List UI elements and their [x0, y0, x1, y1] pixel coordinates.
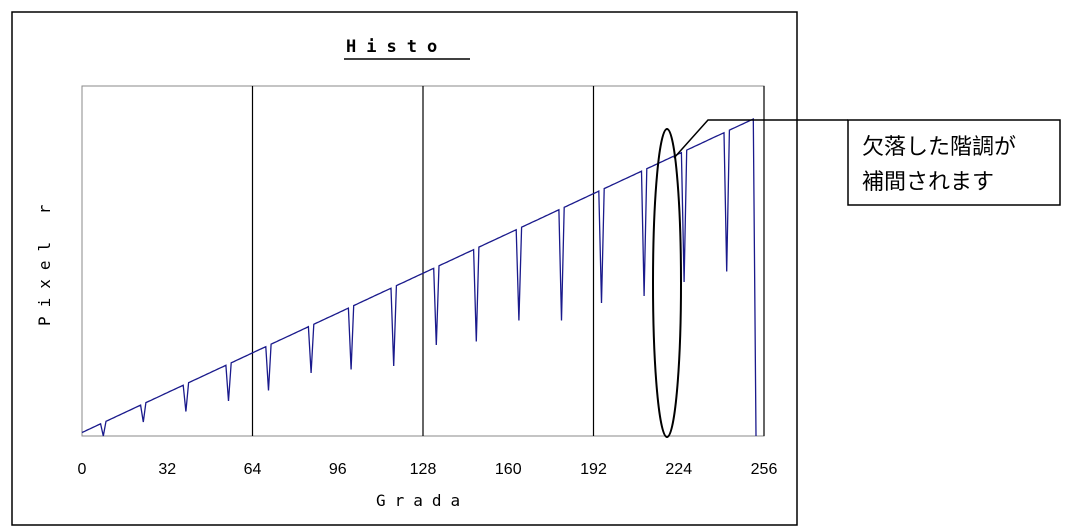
x-tick-label: 192: [580, 461, 607, 478]
y-axis-title: Pixel r: [35, 196, 54, 326]
x-tick-label: 160: [495, 461, 522, 478]
x-axis-title: Grada: [376, 491, 469, 510]
x-tick-label: 256: [751, 461, 778, 478]
annotation-ellipse: [652, 128, 682, 438]
x-tick-label: 96: [329, 461, 347, 478]
annotation-callout-box: [847, 119, 1061, 206]
x-tick-label: 224: [665, 461, 692, 478]
x-axis-tick-labels: 0 32 64 96 128 160 192 224 256: [78, 461, 778, 478]
annotation-leader-line: [673, 119, 848, 159]
annotation-line-1: 欠落した階調が: [862, 135, 1016, 160]
x-tick-label: 0: [78, 461, 87, 478]
x-tick-label: 32: [158, 461, 176, 478]
x-tick-label: 128: [410, 461, 437, 478]
chart-title: Histo: [346, 37, 447, 57]
annotation-line-2: 補間されます: [862, 170, 994, 195]
series-line: [81, 117, 757, 437]
vertical-gridlines: [251, 86, 765, 436]
x-tick-label: 64: [244, 461, 262, 478]
